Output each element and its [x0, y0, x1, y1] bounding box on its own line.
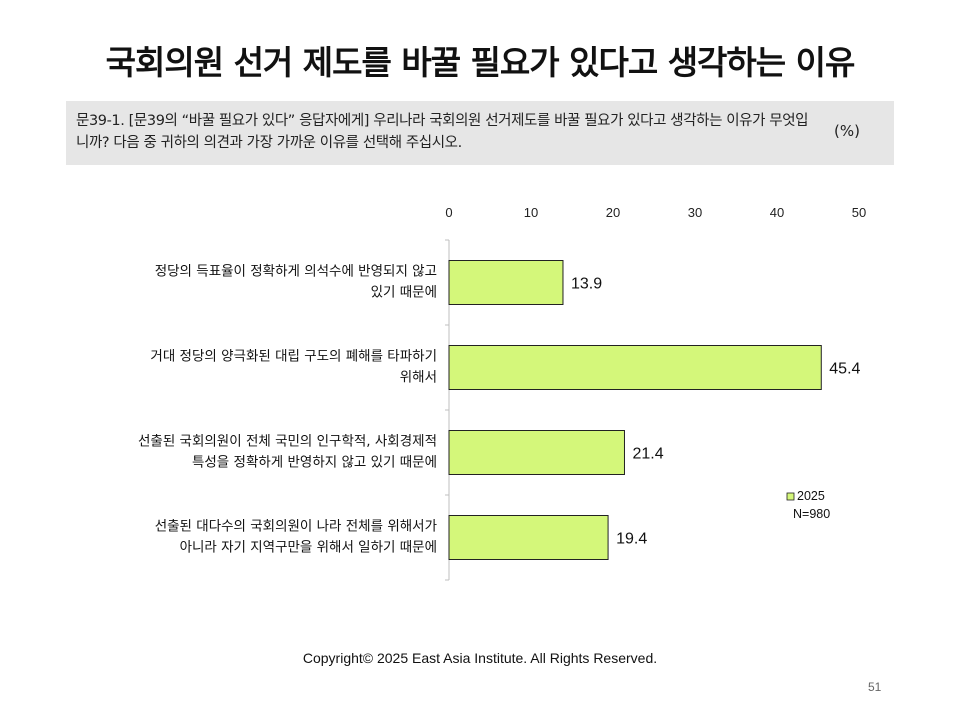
sample-size-note: N=980: [793, 507, 830, 521]
data-label: 45.4: [829, 361, 860, 378]
copyright-text: Copyright© 2025 East Asia Institute. All…: [302, 650, 658, 666]
data-label: 13.9: [571, 276, 602, 293]
page-title: 국회의원 선거 제도를 바꿀 필요가 있다고 생각하는 이유: [105, 43, 856, 82]
x-tick-label: 40: [770, 205, 784, 220]
category-label-line: 거대 정당의 양극화된 대립 구도의 폐해를 타파하기: [150, 349, 437, 365]
category-label-line: 정당의 득표율이 정확하게 의석수에 반영되지 않고: [155, 264, 437, 280]
category-label-line: 아니라 자기 지역구만을 위해서 일하기 때문에: [180, 540, 437, 556]
x-tick-label: 30: [688, 205, 702, 220]
x-tick-label: 10: [524, 205, 538, 220]
bar: [448, 345, 822, 390]
bar: [448, 430, 625, 475]
legend-label: 2025: [797, 489, 825, 503]
data-label: 19.4: [616, 531, 647, 548]
category-label-line: 있기 때문에: [371, 285, 437, 301]
data-label: 21.4: [632, 446, 663, 463]
category-label-line: 위해서: [400, 370, 437, 386]
x-tick-label: 50: [852, 205, 866, 220]
unit-label: (%): [834, 122, 860, 140]
category-label-line: 선출된 국회의원이 전체 국민의 인구학적, 사회경제적: [138, 434, 437, 450]
bar: [448, 260, 564, 305]
x-tick-label: 0: [445, 205, 452, 220]
legend: 2025 N=980: [786, 489, 830, 521]
x-axis-ticks: 0 10 20 30 40 50: [445, 205, 866, 581]
bar: [448, 515, 609, 560]
x-tick-label: 20: [606, 205, 620, 220]
question-box: 문39-1. [문39의 “바꿀 필요가 있다” 응답자에게] 우리나라 국회의…: [66, 101, 894, 165]
bars: 13.9 45.4 21.4 19.4: [448, 260, 861, 560]
question-text: 문39-1. [문39의 “바꿀 필요가 있다” 응답자에게] 우리나라 국회의…: [76, 113, 809, 151]
category-label-line: 선출된 대다수의 국회의원이 나라 전체를 위해서가: [155, 519, 437, 535]
category-label-line: 특성을 정확하게 반영하지 않고 있기 때문에: [192, 455, 437, 471]
legend-swatch: [786, 492, 795, 501]
page-number: 51: [868, 680, 882, 694]
